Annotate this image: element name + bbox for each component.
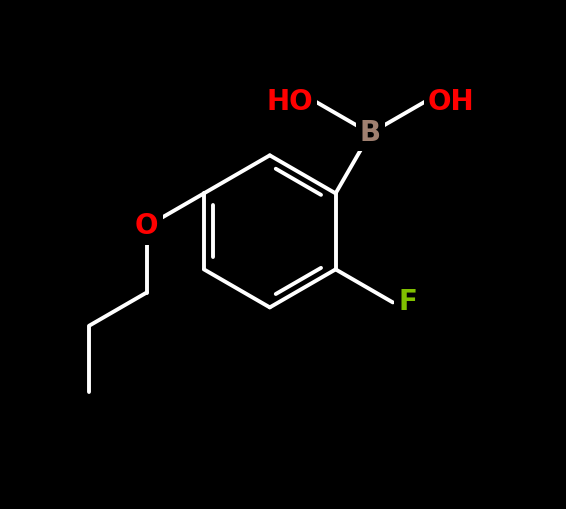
Text: F: F bbox=[398, 289, 417, 317]
Text: HO: HO bbox=[266, 88, 312, 116]
Text: O: O bbox=[135, 212, 158, 240]
Text: B: B bbox=[360, 119, 381, 147]
Text: OH: OH bbox=[428, 88, 475, 116]
